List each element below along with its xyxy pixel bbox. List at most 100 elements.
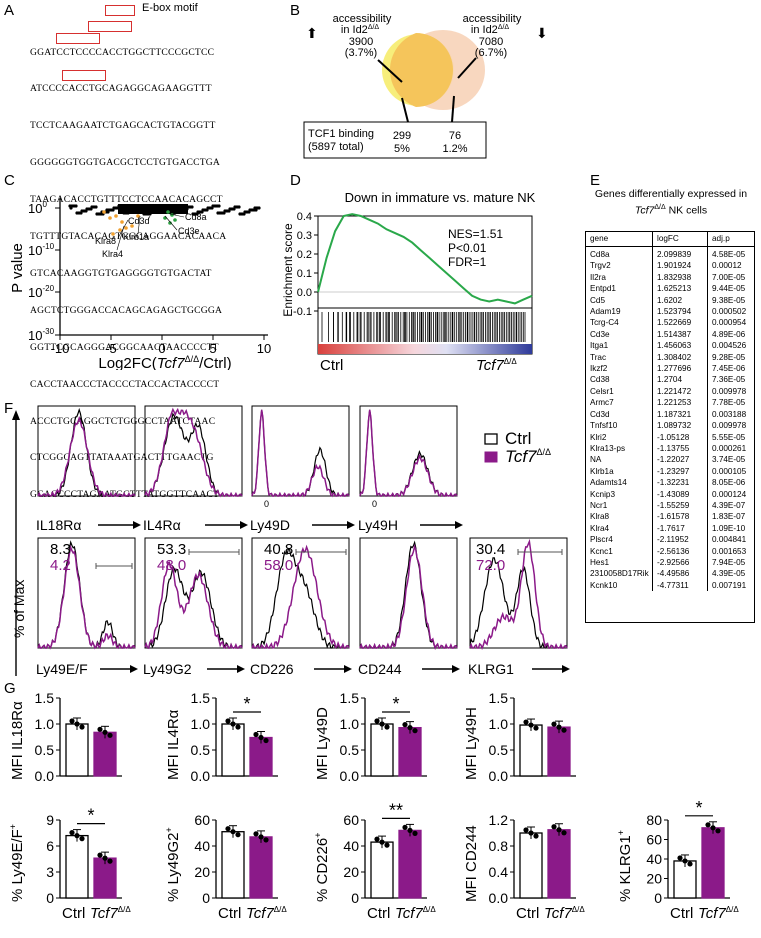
volcano-ytick-base: 10: [28, 243, 42, 258]
volcano-point-down: [108, 216, 112, 220]
sequence-line: GGATCCTCCCCACCTGGCTTCCCGCTCC: [30, 46, 215, 58]
bar-chart-ytick-label: 0.0: [340, 768, 360, 784]
volcano-ytick-label: 100: [28, 200, 47, 216]
gene-cell: Cd8a: [590, 250, 610, 259]
gsea-ylabel: Enrichment score: [281, 223, 295, 317]
bar-ko: [249, 836, 273, 899]
data-point: [263, 837, 269, 843]
data-point: [69, 718, 75, 724]
group-label-ctrl: Ctrl: [670, 905, 693, 922]
volcano-ytick-exp: -10: [42, 242, 54, 251]
left-access-label-1: accessibility: [333, 13, 392, 25]
gene-row: Kcnc1 -2.56136 0.001653: [586, 545, 754, 557]
bar-chart-ytick-label: 0: [202, 890, 210, 906]
bar-chart-ytick-label: 20: [194, 864, 210, 880]
adjp-cell: 0.000105: [707, 465, 754, 478]
volcano-point-down: [111, 232, 115, 236]
volcano-point-cloud: [118, 204, 188, 214]
gene-cell: Il2ra: [590, 272, 606, 282]
bar-chart-ytick-label: 0: [351, 890, 359, 906]
bar-chart-ylabel: MFI IL4Rα: [165, 709, 182, 780]
bar-chart-ytick-label: 60: [646, 832, 662, 848]
logfc-cell: 1.187321: [652, 408, 708, 421]
logfc-cell: -1.22027: [652, 454, 708, 466]
volcano-point: [254, 208, 258, 212]
volcano-ytick-base: 10: [28, 328, 42, 343]
legend-ko-label: Tcf7Δ/Δ: [505, 447, 551, 466]
volcano-ytick-exp: 0: [42, 200, 47, 209]
logfc-cell: 1.514387: [652, 328, 708, 341]
data-point: [74, 721, 80, 727]
ebox-motif-box: [88, 21, 132, 32]
data-point: [402, 824, 408, 830]
data-point: [533, 725, 539, 731]
data-point: [258, 734, 264, 741]
header-logfc: logFC: [652, 232, 708, 247]
bar-ctrl: [221, 723, 245, 777]
bar-chart-ylabel: MFI Ly49H: [463, 707, 480, 780]
adjp-cell: 9.44E-05: [707, 283, 754, 295]
bar-ctrl: [65, 723, 89, 777]
marker-arrowhead: [344, 665, 352, 673]
marker-label: Ly49H: [358, 517, 398, 533]
adjp-cell: 0.007191: [707, 579, 754, 592]
right-access-label-1: accessibility: [463, 13, 522, 25]
panel-f-histograms: % of Max IL18Rα IL4Rα 0 Ly49D 0 Ly49H 8.34.2 Ly…: [11, 405, 570, 677]
gene-cell: 2310058D17Rik: [590, 569, 649, 579]
arrow-left-to-venn: [377, 59, 403, 83]
group-label-ko-sup: Δ/Δ: [118, 905, 132, 914]
adjp-cell: 0.000261: [707, 442, 754, 455]
data-point: [384, 842, 390, 848]
volcano-point-down: [102, 210, 106, 214]
bar-chart-ytick-label: 0.4: [489, 864, 509, 880]
data-point: [253, 731, 259, 738]
gsea-title: Down in immature vs. mature NK: [345, 190, 536, 205]
volcano-ytick-label: 10-20: [28, 284, 55, 300]
histogram-ko-curve: [251, 409, 350, 498]
bar-ctrl: [221, 831, 245, 899]
logfc-cell: 1.2704: [652, 374, 708, 386]
histogram-frame: [359, 537, 458, 649]
volcano-point: [247, 210, 251, 214]
histogram-ko-curve: [37, 415, 136, 498]
adjp-cell: 7.45E-06: [707, 363, 754, 375]
tcf1-label-2: (5897 total): [308, 141, 364, 153]
gene-row: Tnfsf10 1.089732 0.009978: [586, 420, 754, 432]
sequence-line: TAAGACACCTGTTTCCTCCAACACAGCCT: [30, 194, 223, 206]
volcano-point: [210, 206, 214, 210]
marker-arrowhead: [347, 521, 355, 529]
adjp-cell: 0.004841: [707, 534, 754, 546]
adjp-cell: 0.000502: [707, 306, 754, 318]
histogram-frame: [144, 537, 243, 649]
sequence-line: GTCACAAGGTGTGAGGGGTGTGACTAT: [30, 267, 212, 279]
adjp-cell: 0.004526: [707, 340, 754, 352]
volcano-point-up: [163, 216, 167, 220]
volcano-axes: [59, 198, 268, 336]
histogram-frame: [469, 537, 568, 649]
panel-b-venn: ⬆ ⬇ accessibility in Id2Δ/Δ 3900 (3.7%) …: [303, 13, 548, 159]
right-count: 7080: [479, 36, 503, 48]
volcano-point: [217, 204, 221, 208]
data-point: [561, 830, 567, 836]
gene-row: Cd38 1.2704 7.36E-05: [586, 374, 754, 386]
bar-chart-ytick-label: 20: [646, 871, 662, 887]
data-point: [528, 722, 534, 728]
sig-star: *: [243, 694, 250, 714]
logfc-cell: -1.61578: [652, 511, 708, 523]
bar-ko: [398, 829, 422, 899]
data-point: [374, 836, 380, 842]
bar-chart-ytick-label: 20: [343, 864, 359, 880]
histogram-frame: [251, 537, 350, 649]
right-access-label-2: in Id2Δ/Δ: [471, 24, 510, 36]
adjp-cell: 9.38E-05: [707, 294, 754, 307]
logfc-cell: -1.43089: [652, 488, 708, 500]
gene-row: Cd3d 1.187321 0.003188: [586, 408, 754, 421]
f-ylabel: % of Max: [11, 580, 27, 638]
g-bar-chart-grid: 0.0 0.5 1.0 1.5 MFI IL18Rα 0.0 0.5 1.0 1.5 MFI IL…: [8, 690, 739, 922]
data-point: [682, 858, 688, 864]
venn-overlap: [389, 33, 453, 107]
histogram-ko-curve: [144, 561, 243, 650]
gene-label-klra4: Klra4: [102, 249, 123, 259]
data-point: [235, 832, 241, 838]
